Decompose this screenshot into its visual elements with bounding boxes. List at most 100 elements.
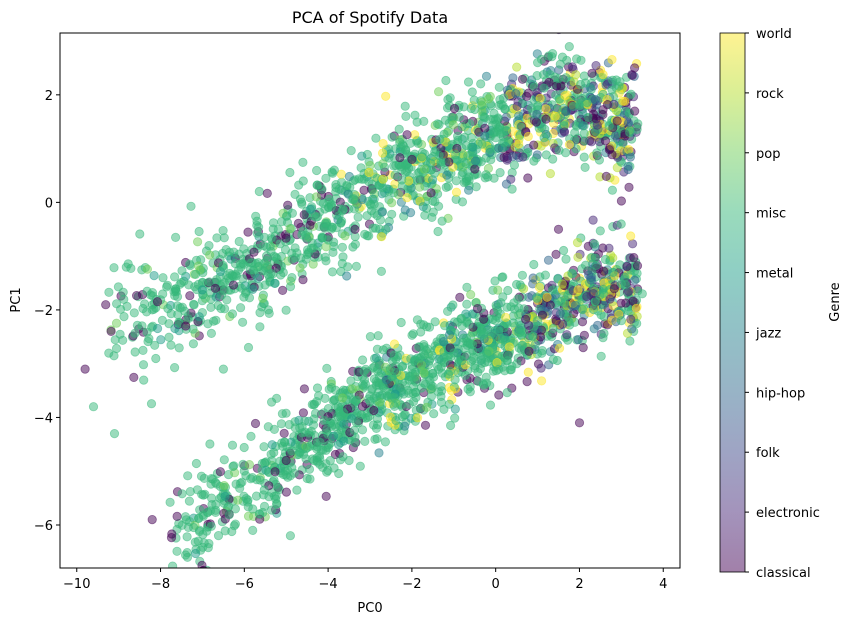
data-point <box>327 267 338 277</box>
data-point <box>350 239 360 249</box>
data-point <box>80 364 90 374</box>
data-point <box>372 364 383 374</box>
data-point <box>396 317 406 328</box>
data-point <box>441 182 451 192</box>
data-point <box>482 349 492 359</box>
data-point <box>350 175 360 185</box>
data-point <box>266 233 276 243</box>
data-point <box>321 173 331 183</box>
data-point <box>598 288 609 298</box>
data-point <box>129 372 139 382</box>
data-point <box>429 409 439 419</box>
data-point <box>516 345 527 355</box>
data-point <box>400 160 411 170</box>
data-point <box>434 150 444 160</box>
data-point <box>433 226 443 237</box>
data-point <box>622 261 632 272</box>
data-point <box>464 319 474 329</box>
data-point <box>578 342 588 353</box>
data-point <box>402 193 412 203</box>
data-point <box>523 131 533 142</box>
data-point <box>412 413 423 423</box>
data-point <box>219 480 229 491</box>
data-point <box>560 298 570 308</box>
data-point <box>355 461 365 471</box>
data-point <box>387 372 397 382</box>
data-point <box>356 409 366 420</box>
data-point <box>285 224 295 234</box>
colorbar <box>719 32 746 573</box>
data-point <box>599 266 609 276</box>
data-point <box>139 375 149 385</box>
data-point <box>149 270 159 281</box>
data-point <box>283 200 293 210</box>
data-point <box>503 285 513 296</box>
data-point <box>449 348 459 358</box>
data-point <box>306 243 316 253</box>
data-point <box>295 263 305 273</box>
data-point <box>462 299 472 309</box>
data-point <box>389 188 399 198</box>
data-point <box>463 77 474 87</box>
data-point <box>165 497 175 507</box>
data-point <box>532 109 542 119</box>
data-point <box>428 207 438 217</box>
data-point <box>372 344 382 354</box>
data-point <box>246 258 256 268</box>
data-point <box>529 140 539 150</box>
y-tick-label: −6 <box>34 519 53 534</box>
data-point <box>536 363 546 373</box>
data-point <box>541 150 551 160</box>
data-point <box>570 128 580 138</box>
data-point <box>535 332 546 342</box>
data-point <box>188 339 198 349</box>
data-point <box>364 167 374 178</box>
colorbar-tick-label: hip-hop <box>756 386 805 401</box>
data-point <box>298 275 308 285</box>
data-point <box>414 182 425 192</box>
data-point <box>371 133 381 143</box>
data-point <box>357 151 367 161</box>
data-point <box>233 495 243 505</box>
data-point <box>441 75 451 86</box>
data-point <box>545 169 556 179</box>
x-tick-label: 4 <box>659 577 667 592</box>
data-point <box>547 285 558 295</box>
x-tick-label: 2 <box>575 577 583 592</box>
data-point <box>211 499 221 509</box>
data-point <box>276 419 286 429</box>
data-point <box>147 287 158 298</box>
data-point <box>204 241 214 251</box>
data-point <box>550 111 560 121</box>
data-point <box>609 284 619 294</box>
data-point <box>109 263 119 273</box>
data-point <box>168 561 178 568</box>
data-point <box>561 254 571 264</box>
data-point <box>322 363 332 373</box>
data-point <box>194 312 204 322</box>
data-point <box>357 401 368 412</box>
data-point <box>158 273 168 283</box>
data-point <box>389 350 399 360</box>
data-point <box>523 173 533 183</box>
data-point <box>481 170 491 180</box>
data-point <box>377 207 387 217</box>
data-point <box>592 120 602 130</box>
data-point <box>309 455 319 466</box>
data-point <box>250 418 261 429</box>
data-point <box>494 82 504 92</box>
data-point <box>263 422 273 432</box>
data-point <box>501 125 511 135</box>
data-point <box>158 289 168 299</box>
colorbar-tick-label: folk <box>756 446 780 461</box>
data-point <box>205 250 215 260</box>
data-point <box>377 148 388 158</box>
data-point <box>210 477 220 488</box>
data-point <box>564 140 575 150</box>
data-point <box>236 303 246 313</box>
data-point <box>405 208 416 218</box>
data-point <box>534 282 545 292</box>
data-point <box>470 164 480 174</box>
data-point <box>275 239 285 249</box>
data-point <box>553 224 564 234</box>
